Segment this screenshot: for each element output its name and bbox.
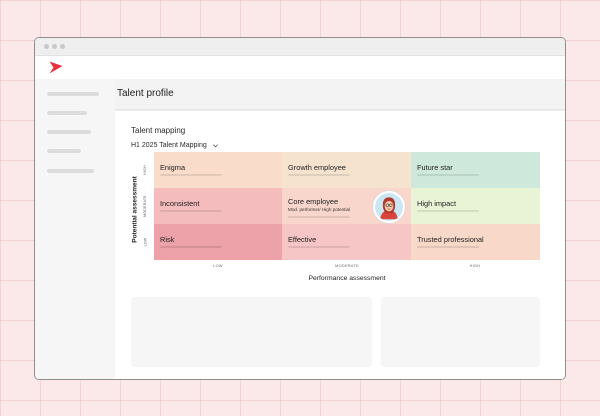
brand-logo-icon[interactable]	[49, 61, 63, 74]
page-title: Talent profile	[117, 88, 174, 99]
app-header	[35, 56, 565, 79]
cell-bar	[288, 216, 350, 218]
selector-value: H1 2025 Talent Mapping	[131, 142, 207, 149]
cell-inconsistent[interactable]: Inconsistent	[154, 188, 282, 224]
y-tick-moderate: MODERATE	[143, 195, 148, 217]
cell-risk[interactable]: Risk	[154, 224, 282, 260]
cell-enigma[interactable]: Enigma	[154, 152, 282, 188]
page-header: Talent profile	[115, 79, 565, 110]
cell-growth-employee[interactable]: Growth employee	[282, 152, 411, 188]
cell-sublabel: Mod. performer/ High potential	[288, 207, 351, 212]
cell-label: Enigma	[160, 163, 186, 172]
window-titlebar	[35, 38, 565, 56]
sidebar-item-placeholder[interactable]	[47, 92, 99, 96]
placeholder-panel	[381, 297, 540, 367]
sidebar-item-placeholder[interactable]	[47, 111, 87, 115]
cell-bar	[288, 246, 350, 248]
main-content: Talent profile Talent mapping H1 2025 Ta…	[115, 79, 565, 379]
y-axis-title: Potential assessment	[131, 175, 139, 243]
cell-bar	[417, 174, 479, 176]
cell-trusted-professional[interactable]: Trusted professional	[411, 224, 540, 260]
y-tick-high: HIGH	[143, 165, 148, 175]
cell-high-impact[interactable]: High impact	[411, 188, 540, 224]
section-title: Talent mapping	[131, 126, 186, 135]
cell-label: High impact	[417, 199, 457, 208]
cell-future-star[interactable]: Future star	[411, 152, 540, 188]
cell-bar	[417, 246, 479, 248]
cell-label: Growth employee	[288, 163, 346, 172]
avatar-portrait-icon	[375, 193, 403, 221]
cell-bar	[288, 174, 350, 176]
window-control-dot[interactable]	[52, 44, 57, 49]
talent-grid: Enigma Growth employee Future star Incon…	[154, 152, 540, 260]
x-tick-high: HIGH	[469, 264, 481, 268]
talent-mapping-selector[interactable]: H1 2025 Talent Mapping	[131, 142, 219, 149]
cell-label: Future star	[417, 163, 453, 172]
sidebar-item-placeholder[interactable]	[47, 169, 94, 173]
app-window: Talent profile Talent mapping H1 2025 Ta…	[34, 37, 566, 380]
cell-label: Inconsistent	[160, 199, 200, 208]
cell-bar	[160, 246, 222, 248]
x-tick-moderate: MODERATE	[335, 264, 359, 268]
cell-label: Risk	[160, 235, 175, 244]
x-tick-low: LOW	[213, 264, 223, 268]
x-axis-title: Performance assessment	[308, 275, 386, 282]
cell-bar	[160, 210, 222, 212]
cell-bar	[417, 210, 479, 212]
placeholder-panel	[131, 297, 372, 367]
cell-effective[interactable]: Effective	[282, 224, 411, 260]
window-control-dot[interactable]	[44, 44, 49, 49]
talent-mapping-card: Talent mapping H1 2025 Talent Mapping Po…	[115, 110, 565, 379]
employee-avatar[interactable]	[373, 191, 405, 223]
chevron-down-icon	[212, 144, 218, 148]
sidebar-item-placeholder[interactable]	[47, 130, 91, 134]
cell-bar	[160, 174, 222, 176]
window-control-dot[interactable]	[60, 44, 65, 49]
cell-label: Trusted professional	[417, 235, 484, 244]
sidebar	[35, 79, 115, 379]
cell-label: Effective	[288, 235, 317, 244]
y-tick-low: LOW	[143, 237, 148, 247]
cell-label: Core employee	[288, 197, 339, 206]
sidebar-item-placeholder[interactable]	[47, 149, 81, 153]
